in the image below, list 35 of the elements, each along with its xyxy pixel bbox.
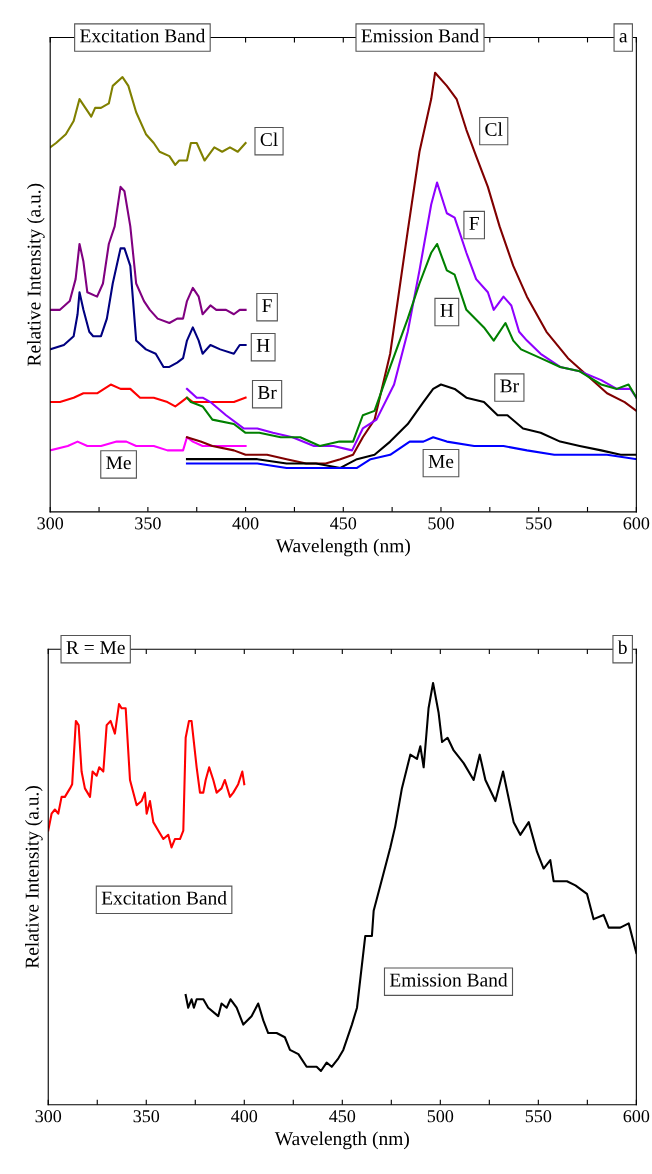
annotation: H	[256, 339, 270, 352]
annotation: Cl	[485, 122, 503, 136]
chart-subtitle: R = Me	[66, 641, 125, 655]
annotation: Cl	[260, 132, 278, 147]
x-tick-label: 500	[428, 517, 454, 530]
x-tick-label: 600	[623, 517, 650, 530]
annotation: Excitation Band	[101, 890, 227, 905]
x-tick-label: 550	[526, 517, 552, 530]
x-axis-title: Wavelength (nm)	[274, 1131, 409, 1150]
x-tick-label: 350	[133, 1110, 160, 1123]
y-axis-title: Relative Intensity (a.u.)	[26, 183, 45, 366]
annotation: Br	[257, 386, 277, 399]
x-tick-label: 400	[231, 1110, 258, 1123]
x-tick-label: 500	[427, 1110, 454, 1123]
annotation: Me	[428, 455, 454, 468]
x-tick-label: 300	[35, 1110, 62, 1123]
x-tick-label: 600	[623, 1110, 650, 1123]
chart-title: a	[619, 33, 628, 43]
x-tick-label: 550	[525, 1110, 552, 1123]
text: Emission Band	[361, 28, 479, 43]
y-axis-title: Relative Intensity (a.u.)	[25, 786, 43, 969]
annotation: F	[262, 299, 272, 312]
text: Excitation Band	[80, 28, 206, 43]
chart-title: b	[617, 640, 627, 655]
x-tick-label: 350	[135, 517, 161, 530]
annotation: Emission Band	[389, 972, 508, 987]
annotation: Br	[500, 379, 519, 393]
x-tick-label: 450	[329, 1110, 356, 1123]
x-tick-label: 450	[330, 517, 357, 530]
annotation: Me	[106, 456, 131, 470]
annotation: F	[469, 217, 479, 230]
x-tick-label: 400	[232, 517, 259, 530]
x-tick-label: 300	[37, 517, 64, 530]
x-axis-title: Wavelength (nm)	[275, 538, 410, 557]
annotation: H	[440, 303, 454, 317]
